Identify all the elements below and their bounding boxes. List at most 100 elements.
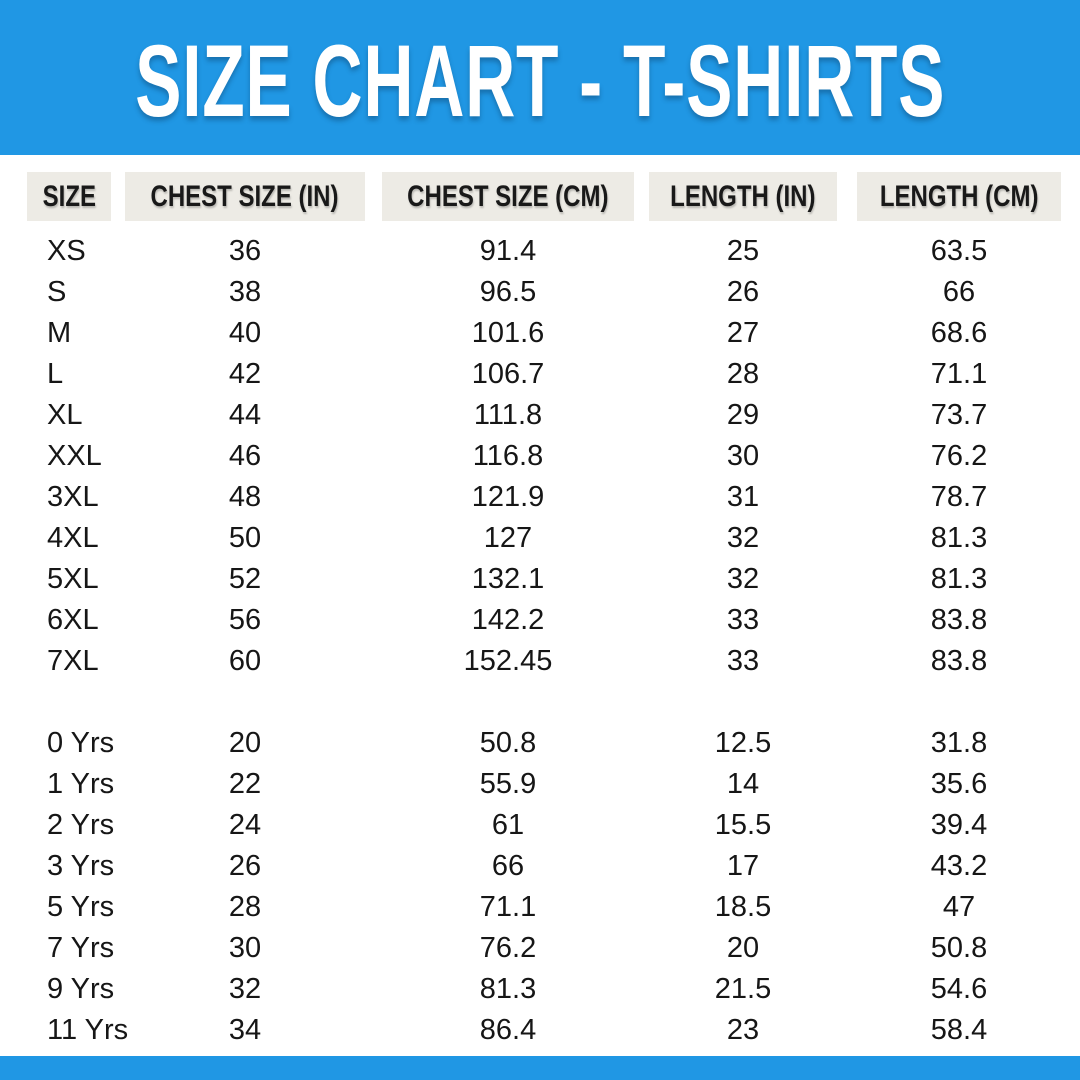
cell-length-cm: 81.3 [930,522,988,554]
cell-chest-cm: 96.5 [479,276,537,308]
table-row: 3 Yrs 26 66 17 43.2 [27,846,1069,887]
cell-length-cm: 76.2 [930,440,988,472]
cell-chest-cm: 91.4 [479,235,537,267]
table-header-row: SIZE CHEST SIZE (IN) CHEST SIZE (CM) LEN… [27,172,1069,221]
cell-chest-in: 34 [228,1014,262,1046]
size-table: SIZE CHEST SIZE (IN) CHEST SIZE (CM) LEN… [27,172,1069,1051]
table-row: 5 Yrs 28 71.1 18.5 47 [27,887,1069,928]
cell-length-in: 21.5 [714,973,772,1005]
table-row: XL 44 111.8 29 73.7 [27,395,1069,436]
table-row: 7XL 60 152.45 33 83.8 [27,641,1069,682]
cell-length-in: 33 [726,604,760,636]
cell-size: 6XL [47,604,99,636]
cell-size: 7 Yrs [47,932,115,964]
cell-size: 5XL [47,563,99,595]
cell-length-in: 31 [726,481,760,513]
cell-chest-cm: 81.3 [479,973,537,1005]
cell-length-cm: 83.8 [930,604,988,636]
cell-length-in: 15.5 [714,809,772,841]
cell-chest-cm: 111.8 [473,399,543,431]
table-row: 4XL 50 127 32 81.3 [27,518,1069,559]
header-cell-size: SIZE [27,172,111,221]
page-title: SIZE CHART - T-SHIRTS [135,23,946,138]
cell-length-cm: 71.1 [930,358,988,390]
cell-chest-in: 30 [228,932,262,964]
cell-chest-cm: 86.4 [479,1014,537,1046]
cell-length-cm: 73.7 [930,399,988,431]
cell-chest-cm: 71.1 [479,891,537,923]
cell-size: L [47,358,64,390]
table-row: XS 36 91.4 25 63.5 [27,231,1069,272]
cell-chest-in: 28 [228,891,262,923]
cell-length-in: 14 [726,768,760,800]
cell-chest-in: 42 [228,358,262,390]
cell-length-cm: 35.6 [930,768,988,800]
cell-chest-in: 32 [228,973,262,1005]
cell-size: 0 Yrs [47,727,115,759]
cell-chest-cm: 76.2 [479,932,537,964]
cell-size: 3 Yrs [47,850,115,882]
table-row: 1 Yrs 22 55.9 14 35.6 [27,764,1069,805]
header-label-chest-cm: CHEST SIZE (CM) [407,179,609,213]
title-banner: SIZE CHART - T-SHIRTS [0,0,1080,155]
header-label-chest-in: CHEST SIZE (IN) [150,179,339,213]
cell-length-cm: 43.2 [930,850,988,882]
cell-chest-cm: 121.9 [471,481,545,513]
cell-chest-in: 36 [228,235,262,267]
header-box: CHEST SIZE (IN) [125,172,365,221]
cell-size: 9 Yrs [47,973,115,1005]
header-cell-chest-cm: CHEST SIZE (CM) [379,172,637,221]
cell-length-in: 29 [726,399,760,431]
cell-length-in: 20 [726,932,760,964]
cell-length-in: 25 [726,235,760,267]
cell-chest-cm: 50.8 [479,727,537,759]
header-box: LENGTH (CM) [857,172,1061,221]
cell-size: 4XL [47,522,99,554]
table-row: 0 Yrs 20 50.8 12.5 31.8 [27,723,1069,764]
table-row: 3XL 48 121.9 31 78.7 [27,477,1069,518]
cell-size: 5 Yrs [47,891,115,923]
table-row: 11 Yrs 34 86.4 23 58.4 [27,1010,1069,1051]
cell-length-in: 12.5 [714,727,772,759]
cell-size: S [47,276,67,308]
header-label-size: SIZE [42,179,96,213]
header-box: SIZE [27,172,111,221]
cell-chest-in: 22 [228,768,262,800]
cell-length-cm: 50.8 [930,932,988,964]
cell-chest-in: 24 [228,809,262,841]
cell-chest-cm: 101.6 [471,317,545,349]
cell-length-cm: 68.6 [930,317,988,349]
cell-length-cm: 58.4 [930,1014,988,1046]
cell-chest-cm: 55.9 [479,768,537,800]
cell-size: 3XL [47,481,99,513]
cell-length-cm: 31.8 [930,727,988,759]
cell-chest-in: 48 [228,481,262,513]
header-cell-length-in: LENGTH (IN) [637,172,849,221]
cell-length-cm: 83.8 [930,645,988,677]
cell-length-in: 17 [726,850,760,882]
header-box: CHEST SIZE (CM) [382,172,634,221]
table-body: XS 36 91.4 25 63.5 S 38 96.5 26 66 M 40 … [27,231,1069,1051]
cell-length-in: 28 [726,358,760,390]
cell-chest-in: 20 [228,727,262,759]
header-cell-length-cm: LENGTH (CM) [849,172,1069,221]
table-row: 2 Yrs 24 61 15.5 39.4 [27,805,1069,846]
cell-chest-cm: 106.7 [471,358,545,390]
table-row: 9 Yrs 32 81.3 21.5 54.6 [27,969,1069,1010]
cell-length-in: 32 [726,522,760,554]
cell-size: XL [47,399,83,431]
header-label-length-in: LENGTH (IN) [670,179,816,213]
section-gap [27,682,1069,723]
cell-chest-in: 60 [228,645,262,677]
cell-length-in: 32 [726,563,760,595]
cell-length-in: 23 [726,1014,760,1046]
cell-chest-cm: 66 [491,850,525,882]
cell-length-cm: 81.3 [930,563,988,595]
cell-chest-cm: 142.2 [471,604,545,636]
cell-chest-in: 26 [228,850,262,882]
cell-length-cm: 63.5 [930,235,988,267]
table-row: M 40 101.6 27 68.6 [27,313,1069,354]
cell-length-cm: 66 [942,276,976,308]
cell-size: XS [47,235,86,267]
